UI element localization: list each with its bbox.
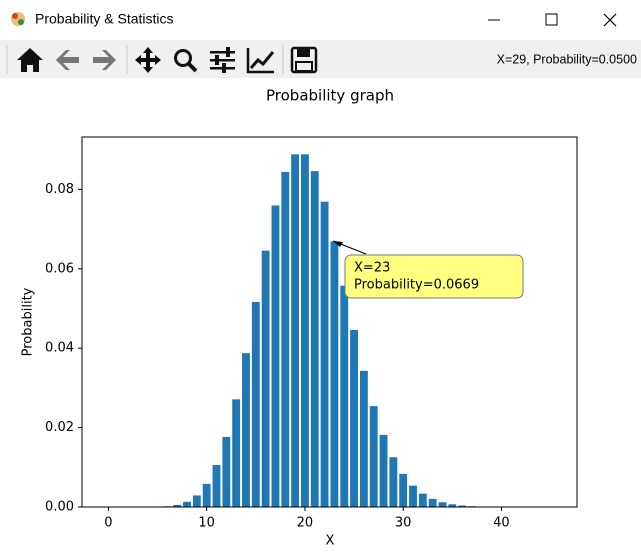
bar	[222, 437, 231, 507]
bar	[350, 329, 358, 507]
save-button[interactable]	[290, 46, 318, 74]
bar	[458, 505, 467, 507]
bar	[399, 473, 408, 507]
annotation-box	[344, 254, 524, 299]
configure-button[interactable]	[210, 47, 235, 73]
bar	[212, 464, 221, 507]
window-title: Probability & Statistics	[35, 11, 174, 27]
title-bar	[0, 0, 641, 40]
annotation-text: Probability=0.0669	[354, 278, 479, 293]
chart-title: Probability graph	[266, 87, 394, 105]
bar	[428, 498, 437, 507]
close-button[interactable]	[603, 13, 617, 27]
bar	[340, 285, 349, 507]
app-icon	[11, 12, 25, 26]
y-tick-label: 0.00	[45, 500, 74, 515]
pan-button[interactable]	[135, 47, 161, 73]
bar	[310, 171, 319, 507]
bar	[183, 501, 191, 507]
bar	[369, 406, 378, 507]
bar	[251, 301, 260, 507]
x-tick-label: 40	[493, 516, 510, 531]
bar	[330, 241, 339, 508]
x-tick-label: 10	[198, 516, 215, 531]
bar	[232, 399, 241, 507]
bar	[202, 483, 211, 507]
back-button[interactable]	[56, 50, 79, 70]
forward-button[interactable]	[93, 50, 116, 70]
bar	[281, 171, 290, 508]
y-tick-label: 0.02	[45, 420, 74, 435]
bar	[359, 370, 368, 507]
annotation-text: X=23	[354, 261, 390, 276]
chart: Probability graph X Probability 0.00 0.02…	[21, 87, 578, 549]
zoom-button[interactable]	[174, 49, 198, 73]
bar	[418, 493, 427, 507]
home-button[interactable]	[17, 48, 43, 72]
plot-frame	[81, 136, 578, 508]
bar	[192, 495, 201, 507]
x-tick-label: 0	[104, 516, 112, 531]
bar	[320, 201, 329, 507]
y-tick-label: 0.04	[45, 341, 74, 356]
bar	[409, 485, 417, 507]
x-axis-label: X	[326, 534, 335, 549]
bar	[301, 154, 309, 507]
bar	[261, 250, 270, 508]
y-axis-label: Probability	[21, 287, 36, 356]
status-text: X=29, Probability=0.0500	[497, 52, 637, 66]
bar	[379, 434, 388, 507]
bar	[242, 353, 250, 507]
x-tick-label: 30	[395, 516, 412, 531]
bar	[448, 504, 457, 507]
y-tick-label: 0.06	[45, 261, 74, 276]
x-tick-label: 20	[297, 516, 314, 531]
bar	[173, 504, 182, 507]
y-tick-label: 0.08	[45, 182, 74, 197]
annotation-arrowhead	[333, 241, 343, 247]
bar	[438, 502, 447, 507]
edit-axis-button[interactable]	[246, 48, 275, 74]
bar	[271, 205, 280, 507]
bar	[291, 154, 300, 507]
bar	[389, 457, 398, 507]
maximize-button[interactable]	[545, 13, 558, 26]
annotation: X=23 Probability=0.0669	[332, 240, 524, 299]
